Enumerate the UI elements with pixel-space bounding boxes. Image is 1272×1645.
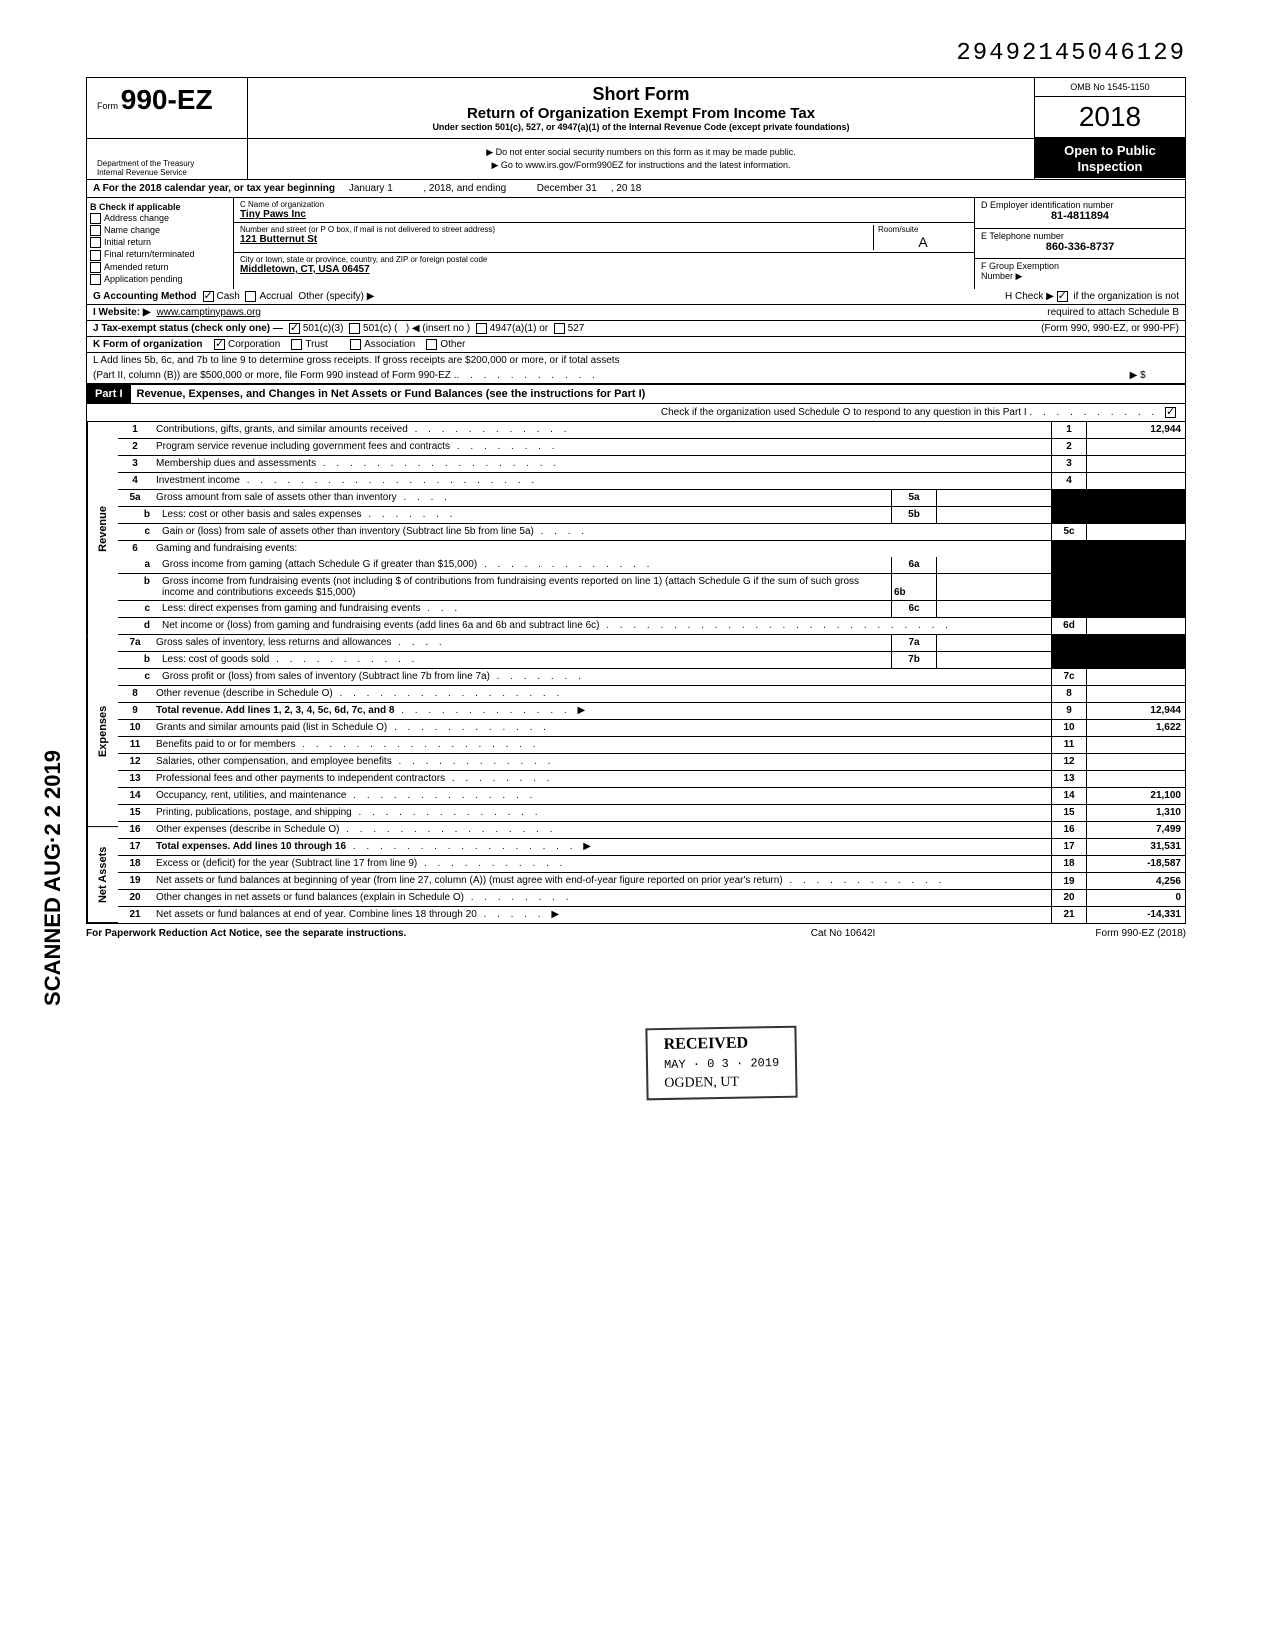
group-label: F Group Exemption: [981, 261, 1179, 271]
omb-number: OMB No 1545-1150: [1035, 78, 1185, 97]
line-4: 4 Investment income . . . . . . . . . . …: [118, 473, 1185, 490]
line-6c: c Less: direct expenses from gaming and …: [118, 601, 1185, 618]
line-1: 1 Contributions, gifts, grants, and simi…: [118, 422, 1185, 439]
inspection: Inspection: [1039, 159, 1181, 175]
dept-treasury: Department of the Treasury: [97, 159, 237, 168]
section-b: B Check if applicable Address change Nam…: [87, 198, 234, 289]
line-19: 19 Net assets or fund balances at beginn…: [118, 873, 1185, 890]
title-note: Under section 501(c), 527, or 4947(a)(1)…: [254, 122, 1028, 132]
footer-center: Cat No 10642I: [591, 928, 1096, 939]
expenses-label: Expenses: [87, 636, 118, 827]
checkbox-cash[interactable]: [203, 291, 214, 302]
line-7b: b Less: cost of goods sold . . . . . . .…: [118, 652, 1185, 669]
part1-title: Revenue, Expenses, and Changes in Net As…: [131, 385, 1185, 403]
line-21: 21 Net assets or fund balances at end of…: [118, 907, 1185, 923]
checkbox-4947[interactable]: [476, 323, 487, 334]
part1-badge: Part I: [87, 385, 131, 403]
ssn-warning: ▶ Do not enter social security numbers o…: [254, 147, 1028, 158]
ein-label: D Employer identification number: [981, 200, 1179, 210]
footer-right: Form 990-EZ (2018): [1095, 928, 1186, 939]
checkbox-corporation[interactable]: [214, 339, 225, 350]
tax-year: 2018: [1035, 97, 1185, 138]
received-stamp: RECEIVED MAY · 0 3 · 2019 OGDEN, UT: [645, 1026, 797, 1101]
group-number: Number ▶: [981, 271, 1179, 282]
sub-title: Return of Organization Exempt From Incom…: [254, 105, 1028, 122]
line-7c: c Gross profit or (loss) from sales of i…: [118, 669, 1185, 686]
line-6b: b Gross income from fundraising events (…: [118, 574, 1185, 601]
checkbox-address-change[interactable]: [90, 213, 101, 224]
line-13: 13 Professional fees and other payments …: [118, 771, 1185, 788]
city-label: City or town, state or province, country…: [240, 255, 968, 264]
checkbox-accrual[interactable]: [245, 291, 256, 302]
schedule-o-check: Check if the organization used Schedule …: [661, 407, 1027, 418]
line-20: 20 Other changes in net assets or fund b…: [118, 890, 1185, 907]
city-state-zip: Middletown, CT, USA 06457: [240, 264, 968, 275]
org-name: Tiny Paws Inc: [240, 209, 968, 220]
addr-label: Number and street (or P O box, if mail i…: [240, 225, 873, 234]
checkbox-name-change[interactable]: [90, 225, 101, 236]
open-public: Open to Public: [1039, 143, 1181, 159]
phone-label: E Telephone number: [981, 231, 1179, 241]
website-label: I Website: ▶: [93, 307, 151, 318]
line-17: 17 Total expenses. Add lines 10 through …: [118, 839, 1185, 856]
accounting-method-label: G Accounting Method: [93, 291, 197, 302]
line-9: 9 Total revenue. Add lines 1, 2, 3, 4, 5…: [118, 703, 1185, 720]
checkbox-trust[interactable]: [291, 339, 302, 350]
checkbox-schedule-o[interactable]: [1165, 407, 1176, 418]
phone-value: 860-336-8737: [981, 241, 1179, 253]
room-suite: A: [878, 234, 968, 250]
line-6d: d Net income or (loss) from gaming and f…: [118, 618, 1185, 635]
checkbox-schedule-b[interactable]: [1057, 291, 1068, 302]
document-id: 29492145046129: [86, 40, 1186, 67]
checkbox-501c[interactable]: [349, 323, 360, 334]
checkbox-other-org[interactable]: [426, 339, 437, 350]
website-value: www.camptinypaws.org: [157, 307, 261, 318]
line-12: 12 Salaries, other compensation, and emp…: [118, 754, 1185, 771]
line-5b: b Less: cost or other basis and sales ex…: [118, 507, 1185, 524]
checkbox-app-pending[interactable]: [90, 274, 101, 285]
ein-value: 81-4811894: [981, 210, 1179, 222]
line-11: 11 Benefits paid to or for members . . .…: [118, 737, 1185, 754]
form-header: Form 990-EZ Short Form Return of Organiz…: [86, 77, 1186, 139]
line-6a: a Gross income from gaming (attach Sched…: [118, 557, 1185, 574]
checkbox-initial-return[interactable]: [90, 237, 101, 248]
line-l-text2: (Part II, column (B)) are $500,000 or mo…: [93, 370, 456, 381]
line-2: 2 Program service revenue including gove…: [118, 439, 1185, 456]
line-5c: c Gain or (loss) from sale of assets oth…: [118, 524, 1185, 541]
form-org-label: K Form of organization: [93, 339, 202, 350]
checkbox-final-return[interactable]: [90, 250, 101, 261]
checkbox-association[interactable]: [350, 339, 361, 350]
name-label: C Name of organization: [240, 200, 968, 209]
dept-irs: Internal Revenue Service: [97, 168, 237, 177]
line-3: 3 Membership dues and assessments . . . …: [118, 456, 1185, 473]
line-15: 15 Printing, publications, postage, and …: [118, 805, 1185, 822]
scanned-stamp: SCANNED AUG·2 2 2019: [40, 750, 66, 1006]
revenue-label: Revenue: [87, 422, 118, 636]
netassets-label: Net Assets: [87, 827, 118, 923]
checkbox-amended[interactable]: [90, 262, 101, 273]
room-label: Room/suite: [878, 225, 968, 234]
line-7a: 7a Gross sales of inventory, less return…: [118, 635, 1185, 652]
goto-link: ▶ Go to www.irs.gov/Form990EZ for instru…: [254, 160, 1028, 171]
form-number: 990-EZ: [121, 84, 213, 115]
line-10: 10 Grants and similar amounts paid (list…: [118, 720, 1185, 737]
checkbox-527[interactable]: [554, 323, 565, 334]
form-label: Form: [97, 101, 118, 111]
line-16: 16 Other expenses (describe in Schedule …: [118, 822, 1185, 839]
line-6: 6 Gaming and fundraising events:: [118, 541, 1185, 557]
street-address: 121 Butternut St: [240, 234, 873, 245]
line-l-text1: L Add lines 5b, 6c, and 7b to line 9 to …: [93, 355, 620, 366]
checkbox-501c3[interactable]: [289, 323, 300, 334]
footer-left: For Paperwork Reduction Act Notice, see …: [86, 928, 591, 939]
tax-exempt-label: J Tax-exempt status (check only one) —: [93, 323, 283, 334]
period-row: A For the 2018 calendar year, or tax yea…: [86, 180, 1186, 198]
line-18: 18 Excess or (deficit) for the year (Sub…: [118, 856, 1185, 873]
main-title: Short Form: [254, 84, 1028, 105]
line-8: 8 Other revenue (describe in Schedule O)…: [118, 686, 1185, 703]
line-14: 14 Occupancy, rent, utilities, and maint…: [118, 788, 1185, 805]
line-5a: 5a Gross amount from sale of assets othe…: [118, 490, 1185, 507]
